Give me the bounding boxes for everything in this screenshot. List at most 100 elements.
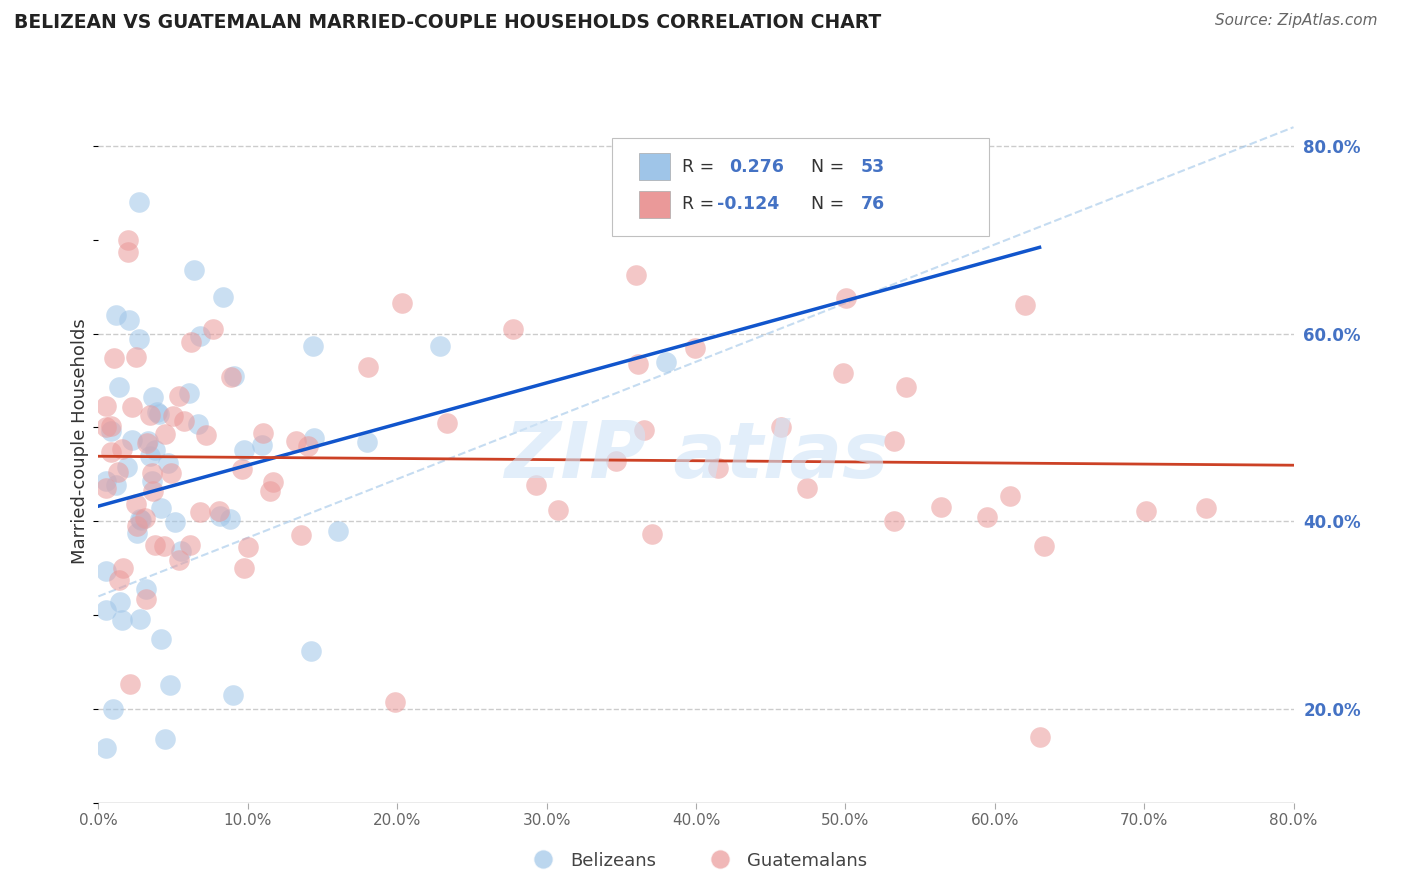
Point [94, 740, 117, 755]
Point [103, 351, 125, 365]
Point [502, 322, 524, 336]
Point [384, 694, 406, 708]
Point [163, 515, 186, 529]
Point [117, 233, 139, 247]
Point [160, 466, 183, 480]
Point [259, 483, 281, 498]
FancyBboxPatch shape [613, 138, 988, 235]
Text: N =: N = [811, 194, 849, 213]
Point [100, 418, 122, 433]
Point [655, 355, 678, 369]
Point [627, 357, 650, 371]
Point [117, 459, 139, 474]
Point [641, 527, 664, 541]
Point [236, 541, 259, 555]
Point [250, 438, 273, 452]
Point [195, 427, 218, 442]
Point [108, 573, 131, 587]
Point [524, 477, 547, 491]
Point [633, 423, 655, 437]
Point [624, 268, 647, 283]
Point [162, 409, 184, 423]
Point [131, 513, 153, 527]
Point [143, 443, 166, 458]
Point [685, 342, 707, 356]
Point [186, 417, 208, 431]
Point [1195, 500, 1218, 515]
Point [128, 333, 150, 347]
Point [148, 407, 170, 421]
Point [436, 417, 458, 431]
Point [139, 449, 162, 463]
Point [835, 291, 858, 305]
Point [302, 338, 325, 352]
Text: 53: 53 [860, 158, 884, 177]
Point [105, 477, 128, 491]
Point [208, 504, 231, 518]
Point [125, 518, 148, 533]
Point [135, 592, 157, 607]
Text: ZIP atlas: ZIP atlas [503, 418, 889, 494]
Text: Source: ZipAtlas.com: Source: ZipAtlas.com [1215, 13, 1378, 29]
Point [156, 457, 179, 471]
Point [128, 195, 150, 210]
Point [100, 444, 122, 458]
FancyBboxPatch shape [638, 191, 669, 219]
Point [108, 379, 131, 393]
Text: BELIZEAN VS GUATEMALAN MARRIED-COUPLE HOUSEHOLDS CORRELATION CHART: BELIZEAN VS GUATEMALAN MARRIED-COUPLE HO… [14, 13, 882, 32]
Point [262, 475, 284, 489]
Point [998, 489, 1021, 503]
Point [121, 433, 143, 447]
Point [155, 426, 177, 441]
Point [770, 420, 793, 434]
Point [145, 538, 167, 552]
Text: -0.124: -0.124 [717, 194, 780, 213]
Point [180, 334, 202, 349]
Point [290, 527, 312, 541]
Point [285, 434, 308, 448]
Point [929, 500, 952, 514]
Point [1014, 298, 1036, 312]
Point [129, 511, 152, 525]
Point [111, 442, 134, 456]
Point [224, 369, 246, 384]
Point [183, 262, 205, 277]
Point [190, 505, 212, 519]
Point [297, 439, 319, 453]
Point [134, 511, 156, 525]
Point [222, 688, 245, 702]
Text: R =: R = [682, 158, 720, 177]
Point [177, 386, 200, 401]
Point [94, 564, 117, 578]
Point [219, 369, 242, 384]
Point [141, 474, 163, 488]
Point [429, 339, 451, 353]
Text: 76: 76 [860, 194, 884, 213]
Point [142, 390, 165, 404]
Point [302, 431, 325, 445]
Point [125, 351, 148, 365]
Text: 0.276: 0.276 [730, 158, 785, 177]
Point [167, 552, 190, 566]
Point [105, 308, 128, 322]
Point [135, 582, 157, 596]
Point [201, 322, 224, 336]
FancyBboxPatch shape [638, 153, 669, 180]
Point [94, 603, 117, 617]
Text: R =: R = [682, 194, 720, 213]
Point [173, 414, 195, 428]
Point [103, 702, 125, 716]
Text: N =: N = [811, 158, 849, 177]
Point [128, 612, 150, 626]
Point [231, 462, 253, 476]
Point [127, 526, 149, 541]
Point [218, 512, 240, 526]
Point [118, 313, 141, 327]
Point [605, 454, 627, 468]
Y-axis label: Married-couple Households: Married-couple Households [70, 318, 89, 565]
Point [107, 465, 129, 479]
Point [100, 424, 122, 438]
Point [167, 389, 190, 403]
Point [153, 539, 176, 553]
Point [159, 678, 181, 692]
